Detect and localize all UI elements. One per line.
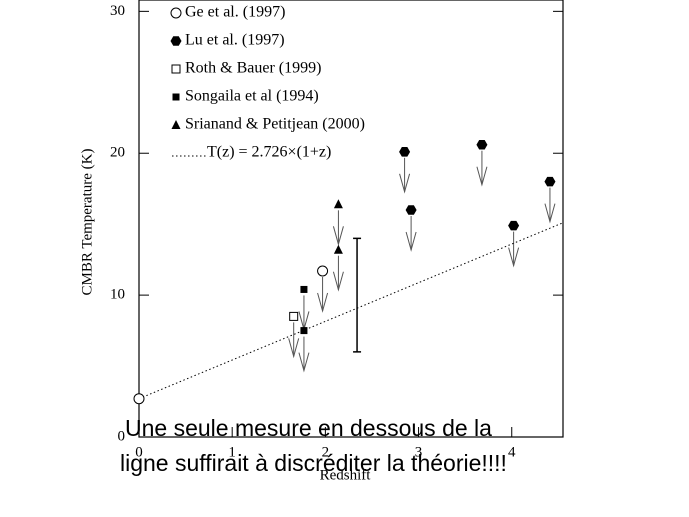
upper-limit-arrow — [332, 210, 344, 247]
point — [399, 147, 411, 157]
point — [300, 285, 308, 293]
upper-limit-arrow — [332, 255, 344, 292]
upper-limit-arrow — [298, 295, 310, 332]
point — [133, 393, 145, 405]
slide-caption: Une seule mesure en dessous de la — [125, 415, 492, 441]
y-tick-label: 30 — [110, 3, 125, 19]
upper-limit-arrow — [288, 322, 300, 359]
arrow-head — [332, 271, 344, 292]
point — [405, 205, 417, 215]
x-tick-label: 4 — [508, 444, 516, 460]
upper-limit-arrow — [317, 276, 329, 313]
arrow-head — [332, 226, 344, 247]
upper-limit-arrow — [405, 215, 417, 252]
legend-label: Songaila et al (1994) — [185, 88, 319, 105]
point — [333, 244, 343, 254]
point — [172, 93, 180, 101]
legend-label: Lu et al. (1997) — [185, 32, 285, 49]
arrow-head — [317, 292, 329, 313]
point — [508, 220, 520, 231]
point — [544, 176, 556, 187]
x-tick-label: 2 — [322, 444, 330, 460]
arrow-head — [288, 338, 300, 359]
error-bar — [353, 237, 362, 353]
x-axis-label: Redshift — [320, 467, 372, 483]
upper-limit-arrow — [298, 336, 310, 373]
point — [476, 139, 488, 150]
x-tick-label: 0 — [135, 444, 143, 460]
slide-caption: ligne suffirait à discréditer la théorie… — [120, 450, 507, 476]
arrow-head — [399, 173, 411, 194]
legend-label: Roth & Bauer (1999) — [185, 60, 321, 77]
legend-label: T(z) = 2.726×(1+z) — [207, 144, 331, 161]
plot-frame — [138, 0, 564, 438]
point — [317, 265, 329, 277]
point — [171, 64, 181, 74]
point — [333, 199, 343, 209]
legend-label: Ge et al. (1997) — [185, 4, 285, 21]
y-tick-label: 0 — [118, 428, 126, 444]
x-tick-label: 3 — [415, 444, 423, 460]
arrow-head — [508, 247, 520, 268]
point — [300, 327, 308, 335]
upper-limit-arrow — [476, 150, 488, 187]
arrow-head — [544, 203, 556, 224]
arrow-head — [476, 166, 488, 187]
point — [289, 311, 299, 321]
point — [170, 7, 182, 19]
x-tick-label: 1 — [228, 444, 236, 460]
upper-limit-arrow — [544, 187, 556, 224]
arrow-head — [298, 352, 310, 373]
model-line — [138, 222, 564, 400]
point — [170, 36, 182, 46]
upper-limit-arrow — [399, 157, 411, 194]
legend-label: Srianand & Petitjean (2000) — [185, 116, 365, 133]
y-tick-label: 10 — [110, 287, 125, 303]
point — [171, 120, 181, 129]
upper-limit-arrow — [508, 231, 520, 268]
arrow-head — [405, 231, 417, 252]
y-axis-label: CMBR Temperature (K) — [79, 149, 95, 296]
y-tick-label: 20 — [110, 145, 125, 161]
